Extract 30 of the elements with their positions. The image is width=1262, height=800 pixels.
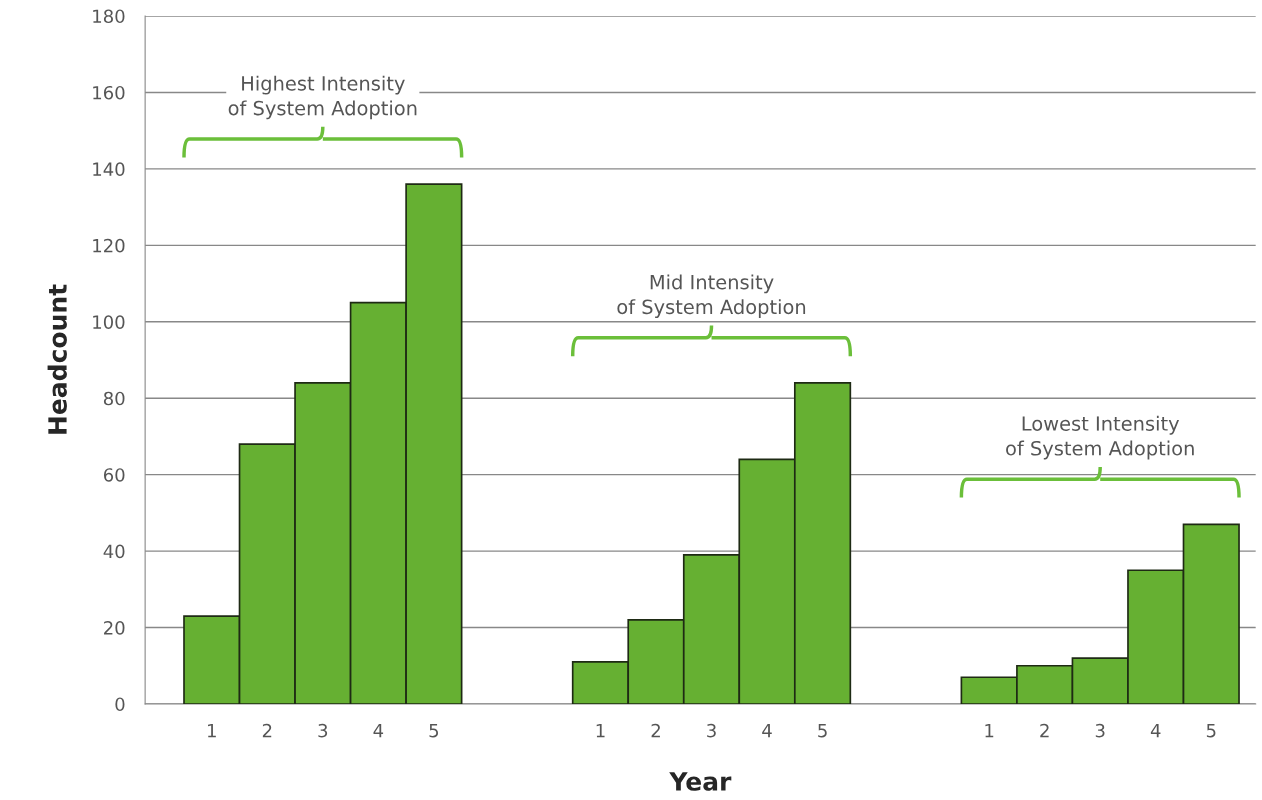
x-tick-label: 4 [762, 724, 772, 738]
x-tick-label: 3 [1095, 723, 1105, 738]
annotation: Highest Intensity of System Adoption [228, 75, 417, 120]
y-tick-label: 80 [103, 391, 125, 406]
x-tick-label: 3 [318, 723, 328, 738]
x-tick-label: 5 [429, 724, 439, 738]
y-tick-label: 20 [104, 621, 125, 635]
annotation: Mid Intensity of System Adoption [617, 274, 806, 318]
y-tick-label: 120 [93, 238, 125, 253]
x-tick-label: 2 [262, 723, 272, 738]
x-tick-label: 1 [208, 724, 216, 738]
y-tick-label: 140 [93, 162, 125, 177]
x-tick-label: 1 [985, 724, 994, 738]
x-tick-label: 1 [596, 724, 605, 738]
y-tick-label: 40 [103, 544, 125, 559]
y-tick-label: 60 [103, 468, 125, 482]
annotation: Lowest Intensity of System Adoption [1006, 415, 1194, 460]
x-tick-label: 5 [818, 724, 827, 738]
y-tick-label: 160 [93, 85, 125, 100]
x-tick-label: 4 [1150, 724, 1161, 738]
y-tick-label: 100 [93, 315, 125, 329]
x-tick-label: 4 [373, 724, 384, 738]
y-tick-label: 180 [93, 9, 125, 24]
y-tick-label: 0 [115, 697, 125, 712]
x-tick-label: 5 [1206, 724, 1216, 738]
y-axis-title: Headcount [47, 284, 67, 434]
x-tick-label: 3 [707, 723, 716, 738]
x-tick-label: 2 [651, 723, 660, 738]
x-tick-label: 2 [1040, 723, 1049, 738]
x-axis-title: Year [669, 772, 732, 791]
